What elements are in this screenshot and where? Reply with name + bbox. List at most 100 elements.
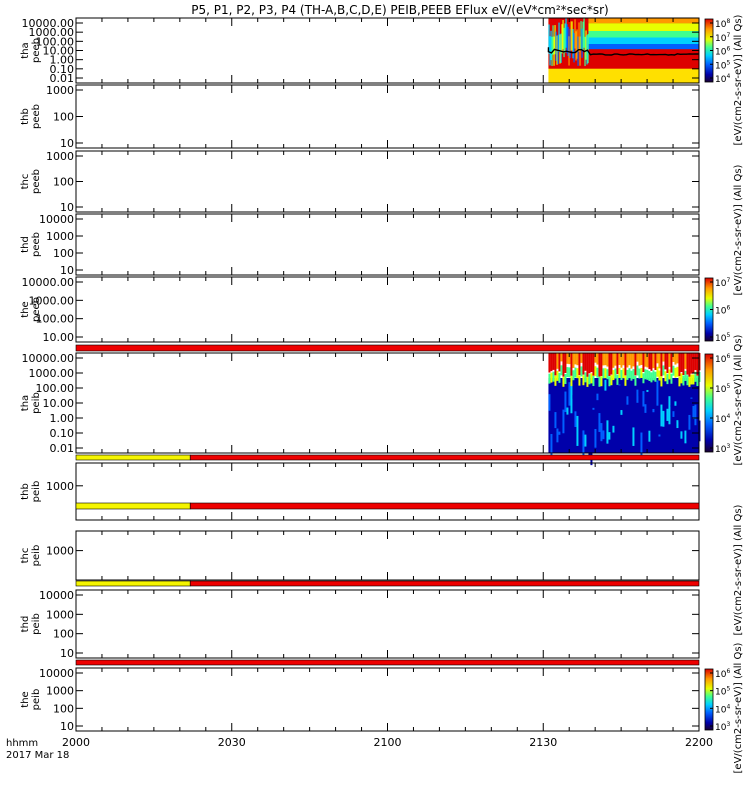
- spectrogram-column: [590, 373, 593, 384]
- spectrogram-column: [569, 28, 571, 59]
- spectrogram-column: [676, 420, 679, 429]
- flag-bar: [75, 659, 700, 666]
- spectrogram-column: [656, 380, 659, 406]
- spectrogram-column: [558, 431, 561, 435]
- panel-label: peeb: [31, 104, 42, 129]
- spectrogram-column: [556, 370, 559, 381]
- y-tick-label: 10: [60, 264, 74, 277]
- spectrogram-column: [606, 369, 609, 380]
- spectrogram-column: [556, 428, 559, 443]
- spectrogram-column: [684, 370, 687, 381]
- colorbar-tick-label: 103: [715, 443, 730, 455]
- spectrogram-column: [602, 430, 605, 440]
- spectrogram-column: [600, 353, 603, 376]
- spectrogram-column: [650, 353, 653, 371]
- spectrogram-column: [558, 353, 561, 372]
- spectrogram-column: [558, 372, 561, 383]
- spectrogram-column: [628, 382, 631, 400]
- colorbar-tick-label: 105: [715, 383, 730, 395]
- spectrogram-column: [634, 411, 637, 424]
- y-tick-label: 1000: [46, 608, 74, 621]
- flag-bar-red: [189, 454, 700, 461]
- spectrogram-column: [696, 376, 699, 387]
- spectrogram-band: [588, 44, 699, 50]
- spectrogram-column: [558, 22, 560, 52]
- spectrogram-column: [682, 375, 685, 386]
- spectrogram-column: [594, 353, 597, 363]
- y-tick-label: 10: [60, 201, 74, 214]
- spectrogram-column: [622, 353, 625, 366]
- y-tick-label: 1000: [46, 84, 74, 97]
- colorbar-unit-label: [eV/(cm2-s-sr-eV)] (All Qs): [733, 334, 744, 465]
- flag-bar: [75, 344, 700, 352]
- spectrogram-band: [588, 18, 699, 24]
- spectrogram-column: [577, 36, 579, 66]
- spectrogram-column: [588, 353, 591, 374]
- y-tick-label: 10000.00: [22, 352, 75, 365]
- colorbar-tick-label: 106: [715, 353, 730, 365]
- spectrogram-column: [648, 430, 651, 442]
- spectrogram-column: [566, 353, 569, 364]
- colorbar-tick-label: 103: [715, 721, 730, 733]
- spectrogram-column: [666, 408, 669, 421]
- spectrogram-column: [668, 396, 671, 425]
- spectrogram-column: [648, 371, 651, 382]
- spectrogram-column: [602, 353, 605, 366]
- spectrogram-column: [622, 368, 625, 379]
- spectrogram-column: [640, 367, 643, 378]
- panel-label: the: [20, 301, 31, 317]
- panel-label: thc: [20, 548, 31, 564]
- spectrogram-column: [680, 373, 683, 384]
- spectrogram-column: [590, 353, 593, 373]
- spectrogram-column: [692, 374, 695, 385]
- spectrogram-column: [567, 26, 569, 57]
- y-tick-label: 10000: [39, 667, 74, 680]
- spectrogram-column: [668, 353, 671, 367]
- spectrogram-column: [556, 353, 559, 369]
- time-tick-label: 2000: [62, 736, 90, 749]
- spectrogram-column: [636, 389, 639, 403]
- flag-bar-yellow: [75, 580, 191, 587]
- spectrogram-column: [608, 432, 611, 440]
- spectrogram-column: [678, 416, 681, 422]
- spectrogram-column: [620, 353, 623, 368]
- spectrogram-column: [581, 28, 583, 58]
- spectrogram-column: [662, 365, 665, 376]
- spectrogram-column: [582, 375, 585, 386]
- flag-bar-red: [189, 502, 700, 510]
- colorbar-tick-label: 105: [715, 686, 730, 698]
- spectrogram-column: [662, 353, 665, 362]
- spectrogram-column: [578, 375, 581, 386]
- spectrogram-column: [562, 409, 565, 434]
- spectrogram-column: [576, 368, 579, 379]
- spectrogram-column: [598, 413, 601, 432]
- spectrogram-column: [636, 365, 639, 376]
- spectrogram-column: [610, 433, 613, 444]
- spectrogram-column: [564, 373, 567, 384]
- panel-label: peeb: [31, 232, 42, 257]
- y-tick-label: 100.00: [36, 313, 75, 326]
- spectrogram-column: [592, 376, 595, 387]
- y-tick-label: 0.10: [50, 63, 75, 76]
- colorbar-tick-label: 107: [715, 277, 730, 289]
- spectrogram-column: [548, 24, 550, 54]
- y-tick-label: 100.00: [36, 35, 75, 48]
- panel-label: thb: [20, 108, 31, 125]
- spectrogram-column: [616, 374, 619, 385]
- spectrogram-column: [612, 425, 615, 433]
- spectrogram-column: [554, 353, 557, 376]
- spectrogram-column: [555, 31, 557, 61]
- spectrogram-column: [579, 36, 581, 66]
- panel-label: peib: [31, 545, 42, 567]
- spectrogram-column: [626, 396, 629, 405]
- spectrogram-column: [694, 353, 697, 371]
- panel-frame: [75, 589, 700, 659]
- spectrogram-column: [586, 419, 589, 437]
- spectrogram-column: [624, 353, 627, 376]
- spectrogram-trace: [547, 47, 699, 56]
- spectrogram-column: [550, 433, 553, 456]
- spectrogram-column: [582, 21, 584, 51]
- spectrogram-column: [574, 353, 577, 365]
- spectrogram-column: [692, 353, 695, 374]
